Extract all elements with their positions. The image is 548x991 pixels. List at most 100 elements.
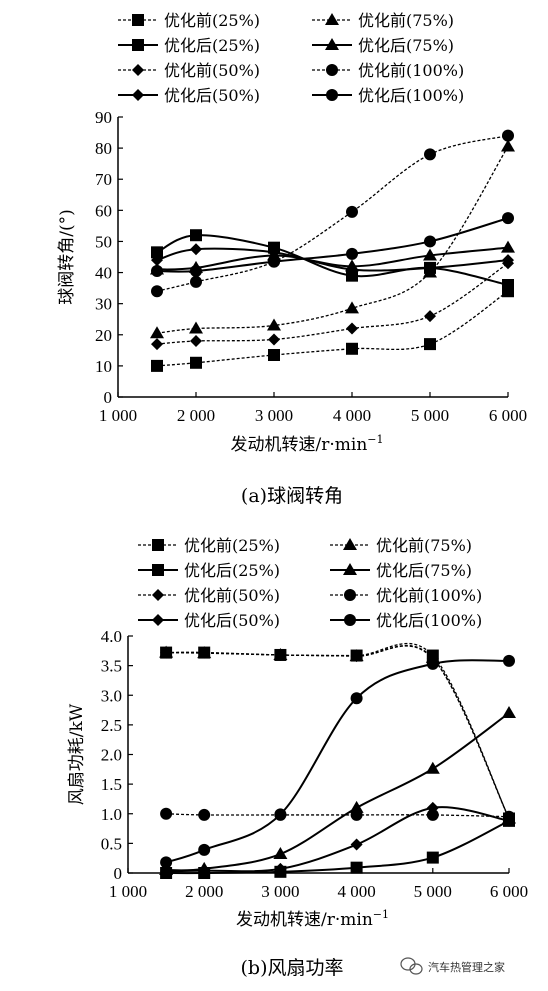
data-point xyxy=(267,318,281,331)
legend-marker xyxy=(343,538,357,550)
legend-entry: 优化前(75%) xyxy=(312,11,454,30)
x-tick-label: 6 000 xyxy=(490,882,528,901)
data-point xyxy=(349,800,364,813)
data-point xyxy=(274,808,287,821)
series-line xyxy=(166,819,510,875)
y-tick-label: 90 xyxy=(95,108,112,127)
legend-entry: 优化后(50%) xyxy=(118,86,260,105)
x-tick-label: 1 000 xyxy=(109,882,147,901)
legend-label: 优化后(25%) xyxy=(164,36,260,55)
legend-marker xyxy=(344,614,356,626)
chart-2: 优化前(25%) 优化后(25%) 优化前(50%) 优化后(50%) 优化前(75%)… xyxy=(67,536,528,979)
series xyxy=(151,257,514,351)
data-point xyxy=(346,205,358,218)
legend-entry: 优化前(25%) xyxy=(138,536,280,555)
legend-label: 优化后(75%) xyxy=(376,561,472,580)
series-line xyxy=(166,645,510,819)
y-tick-label: 0 xyxy=(104,388,113,407)
y-tick-label: 30 xyxy=(95,295,112,314)
series xyxy=(159,645,516,824)
legend-label: 优化后(100%) xyxy=(358,86,464,105)
y-axis-label: 球阀转角/(°) xyxy=(57,209,77,305)
y-tick-label: 2.5 xyxy=(101,716,122,735)
data-point xyxy=(160,807,173,820)
legend-label: 优化前(25%) xyxy=(164,11,260,30)
legend-entry: 优化后(25%) xyxy=(118,36,260,55)
data-point xyxy=(190,265,202,277)
x-tick-label: 4 000 xyxy=(333,406,371,425)
legend-marker xyxy=(326,89,338,101)
watermark-text: 汽车热管理之家 xyxy=(428,960,505,974)
legend-marker xyxy=(325,38,339,50)
legend-marker xyxy=(152,539,164,551)
data-point xyxy=(350,838,363,851)
legend-marker xyxy=(152,589,164,601)
legend-entry: 优化前(100%) xyxy=(312,61,464,80)
series-line xyxy=(156,234,509,286)
y-tick-label: 40 xyxy=(95,264,112,283)
legend: 优化前(25%) 优化后(25%) 优化前(50%) 优化后(50%) 优化前(75%)… xyxy=(138,536,482,630)
series xyxy=(160,642,515,825)
y-tick-label: 1.0 xyxy=(101,805,122,824)
series xyxy=(160,807,515,823)
legend-label: 优化前(75%) xyxy=(376,536,472,555)
data-point xyxy=(424,235,436,248)
data-point xyxy=(424,338,436,351)
y-tick-label: 10 xyxy=(95,357,112,376)
series xyxy=(150,139,515,339)
data-point xyxy=(151,285,163,298)
legend-marker xyxy=(132,89,144,101)
legend-marker xyxy=(343,563,357,575)
data-point xyxy=(426,657,439,670)
x-axis-label-sup: −1 xyxy=(367,433,383,446)
data-point xyxy=(273,647,288,660)
legend-entry: 优化前(75%) xyxy=(330,536,472,555)
legend-entry: 优化后(75%) xyxy=(330,561,472,580)
data-point xyxy=(346,247,358,260)
legend-marker xyxy=(326,64,338,76)
x-tick-label: 5 000 xyxy=(414,882,452,901)
data-point xyxy=(151,359,163,372)
data-point xyxy=(423,265,437,278)
legend-label: 优化前(75%) xyxy=(358,11,454,30)
legend-marker xyxy=(152,614,164,626)
x-tick-label: 3 000 xyxy=(255,406,293,425)
legend: 优化前(25%) 优化后(25%) 优化前(50%) 优化后(50%) 优化前(75%)… xyxy=(118,11,464,105)
series-line xyxy=(166,806,510,873)
data-point xyxy=(190,229,202,242)
legend-marker xyxy=(132,14,144,26)
series-line xyxy=(156,146,509,334)
legend-entry: 优化后(25%) xyxy=(138,561,280,580)
x-axis-label: 发动机转速/r·min−1 xyxy=(231,433,384,455)
data-point xyxy=(197,861,212,874)
data-point xyxy=(345,259,359,272)
data-point xyxy=(268,255,280,268)
x-tick-label: 1 000 xyxy=(99,406,137,425)
series xyxy=(160,645,515,825)
data-point xyxy=(424,310,436,323)
series-line xyxy=(156,135,509,292)
series-line xyxy=(165,659,510,864)
data-point xyxy=(349,649,364,662)
data-point xyxy=(160,856,173,869)
series-line xyxy=(156,262,509,345)
data-point xyxy=(350,861,363,874)
legend-label: 优化前(50%) xyxy=(164,61,260,80)
chart-caption: (a)球阀转角 xyxy=(241,485,343,507)
data-point xyxy=(502,254,514,267)
data-point xyxy=(268,333,280,346)
y-tick-label: 20 xyxy=(95,326,112,345)
data-point xyxy=(159,645,174,658)
data-point xyxy=(503,654,515,667)
legend-marker xyxy=(132,64,144,76)
legend-entry: 优化后(100%) xyxy=(312,86,464,105)
wechat-icon xyxy=(400,957,423,975)
data-point xyxy=(273,847,288,860)
data-point xyxy=(151,338,163,351)
x-tick-label: 2 000 xyxy=(185,882,223,901)
series-line xyxy=(156,290,509,367)
data-point xyxy=(502,212,514,225)
legend-marker xyxy=(325,13,339,25)
data-point xyxy=(346,322,358,335)
data-point xyxy=(274,862,287,875)
